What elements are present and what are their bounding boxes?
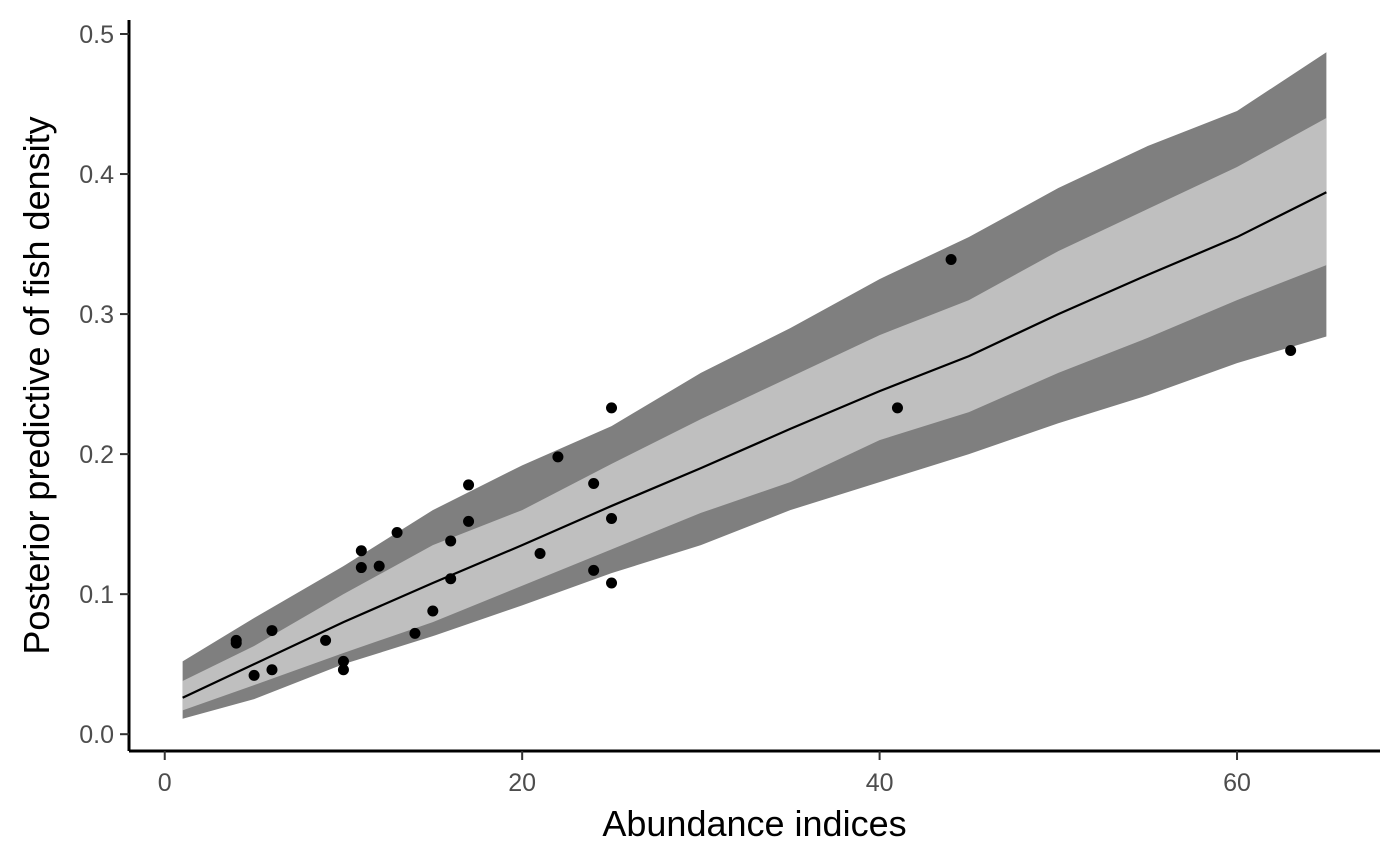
data-point-20 (552, 451, 564, 463)
data-point-16 (445, 573, 457, 585)
data-point-8 (337, 664, 349, 676)
data-point-25 (606, 577, 618, 589)
y-tick-label: 0.4 (79, 161, 114, 189)
data-point-3 (248, 669, 260, 681)
data-point-17 (463, 479, 475, 491)
x-tick-label: 60 (1223, 769, 1251, 797)
data-point-4 (266, 625, 278, 637)
y-tick-label: 0.0 (79, 721, 114, 749)
data-point-15 (445, 535, 457, 547)
data-point-5 (266, 664, 278, 676)
y-tick-label: 0.1 (79, 581, 114, 609)
data-point-22 (588, 564, 600, 576)
x-axis-title: Abundance indices (602, 803, 906, 844)
x-axis: 0 20 40 60 Abundance indices (129, 749, 1380, 844)
data-point-2 (230, 634, 242, 646)
x-tick-label: 20 (508, 769, 536, 797)
data-point-11 (373, 560, 385, 572)
data-point-27 (945, 253, 957, 265)
data-point-13 (409, 627, 421, 639)
y-ticks: 0.0 0.1 0.2 0.3 0.4 0.5 (79, 21, 129, 749)
inner-credible-band (182, 118, 1327, 711)
data-point-14 (427, 605, 439, 617)
data-point-24 (606, 513, 618, 525)
y-axis: 0.0 0.1 0.2 0.3 0.4 0.5 Posterior predictive … (16, 20, 131, 751)
data-point-21 (588, 478, 600, 490)
data-point-23 (606, 402, 618, 414)
y-tick-label: 0.2 (79, 441, 114, 469)
x-tick-label: 0 (158, 769, 172, 797)
observed-points (230, 253, 1297, 681)
x-ticks: 0 20 40 60 (158, 751, 1251, 797)
data-point-28 (1285, 344, 1297, 356)
data-point-26 (891, 402, 903, 414)
data-point-19 (534, 548, 546, 560)
y-tick-label: 0.5 (79, 21, 114, 49)
data-point-9 (355, 545, 367, 557)
y-tick-label: 0.3 (79, 301, 114, 329)
median-line (182, 191, 1327, 699)
data-point-7 (337, 655, 349, 667)
y-axis-title: Posterior predictive of fish density (16, 116, 57, 654)
x-tick-label: 40 (866, 769, 894, 797)
data-point-6 (320, 634, 332, 646)
data-point-12 (391, 527, 403, 539)
data-point-10 (355, 562, 367, 574)
data-point-18 (463, 515, 475, 527)
plot-panel (182, 52, 1327, 719)
